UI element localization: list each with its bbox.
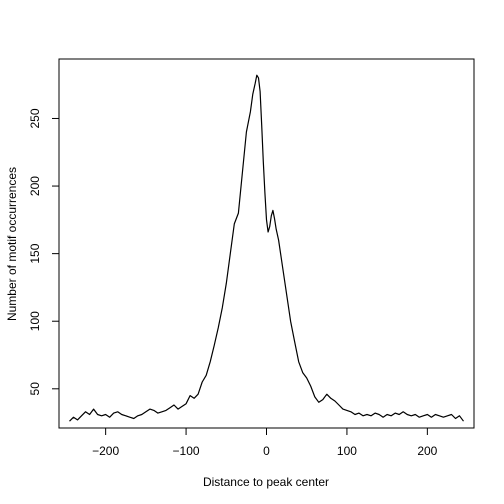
x-axis-label: Distance to peak center [203,475,329,489]
x-tick-label: 0 [263,444,270,458]
y-tick-label: 100 [28,311,42,331]
y-tick-label: 150 [28,243,42,263]
x-tick-label: −200 [92,444,119,458]
y-tick-label: 200 [28,176,42,196]
y-tick-label: 250 [28,108,42,128]
series-layer [69,74,464,422]
series-line-0 [69,74,464,422]
x-tick-label: 200 [417,444,437,458]
plot-frame [58,58,475,429]
y-axis-label: Number of motif occurrences [5,167,19,321]
y-axis: 50 100 150 200 250 [28,108,60,396]
x-axis: −200 −100 0 100 200 [92,427,438,458]
x-tick-label: −100 [173,444,200,458]
y-tick-label: 50 [28,382,42,396]
x-tick-label: 100 [337,444,357,458]
